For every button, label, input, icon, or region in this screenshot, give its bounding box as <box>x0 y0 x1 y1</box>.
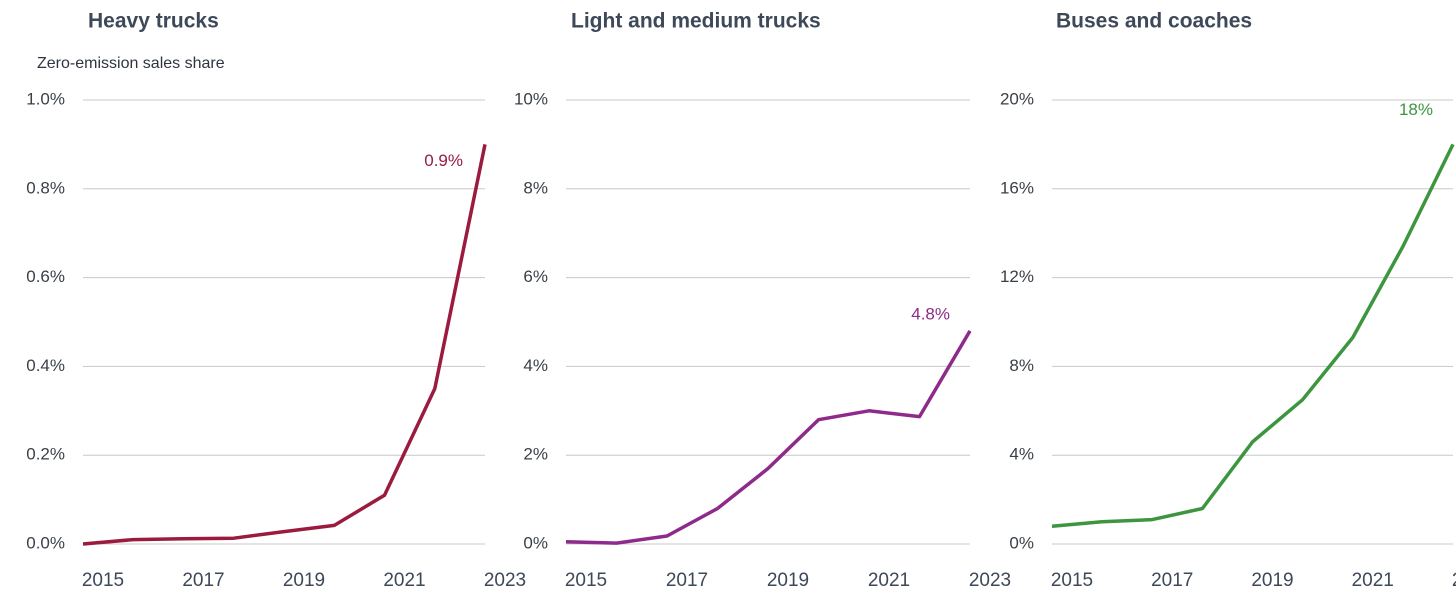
x-tick-label: 2019 <box>1251 570 1293 591</box>
x-tick-label: 2019 <box>767 570 809 591</box>
x-tick-label: 2017 <box>182 570 224 591</box>
y-tick-label: 16% <box>1000 178 1034 197</box>
y-tick-label: 0.2% <box>26 445 65 464</box>
x-tick-label: 2023 <box>969 570 1011 591</box>
data-label: 18% <box>1399 100 1433 119</box>
line <box>565 330 972 545</box>
data-label: 4.8% <box>911 304 950 323</box>
y-axis-label: Zero-emission sales share <box>37 55 225 72</box>
x-tick-label: 2023 <box>484 570 526 591</box>
data-label: 0.9% <box>424 151 463 170</box>
y-tick-label: 4% <box>523 356 548 375</box>
y-tick-label: 6% <box>523 267 548 286</box>
y-tick-label: 4% <box>1009 445 1034 464</box>
x-tick-label: 2021 <box>383 570 425 591</box>
x-tick-label: 2015 <box>1051 570 1093 591</box>
y-tick-label: 0% <box>1009 533 1034 552</box>
x-tick-label: 2015 <box>82 570 124 591</box>
y-tick-label: 10% <box>514 89 548 108</box>
x-tick-label: 2019 <box>283 570 325 591</box>
x-tick-label: 2021 <box>868 570 910 591</box>
x-tick-label: 2017 <box>1151 570 1193 591</box>
y-tick-label: 8% <box>1009 356 1034 375</box>
chart-title: Light and medium trucks <box>571 10 821 33</box>
y-tick-label: 8% <box>523 178 548 197</box>
y-tick-label: 12% <box>1000 267 1034 286</box>
y-tick-label: 0.6% <box>26 267 65 286</box>
y-tick-label: 0.4% <box>26 356 65 375</box>
line <box>82 144 487 546</box>
x-tick-label: 2021 <box>1352 570 1394 591</box>
y-tick-label: 0.8% <box>26 178 65 197</box>
chart-title: Buses and coaches <box>1056 10 1252 33</box>
chart-title: Heavy trucks <box>88 10 219 33</box>
y-tick-label: 1.0% <box>26 89 65 108</box>
y-tick-label: 0.0% <box>26 533 65 552</box>
x-tick-label: 2015 <box>565 570 607 591</box>
x-tick-label: 2023 <box>1452 570 1456 591</box>
y-tick-label: 2% <box>523 445 548 464</box>
line <box>1051 143 1455 528</box>
x-tick-label: 2017 <box>666 570 708 591</box>
y-tick-label: 20% <box>1000 89 1034 108</box>
y-tick-label: 0% <box>523 533 548 552</box>
